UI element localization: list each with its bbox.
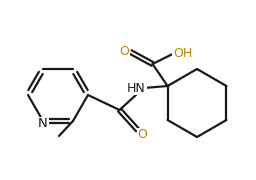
Text: N: N [38,118,48,130]
Text: O: O [138,129,147,141]
Text: OH: OH [173,46,192,60]
Text: HN: HN [127,82,146,94]
Text: O: O [120,44,130,57]
